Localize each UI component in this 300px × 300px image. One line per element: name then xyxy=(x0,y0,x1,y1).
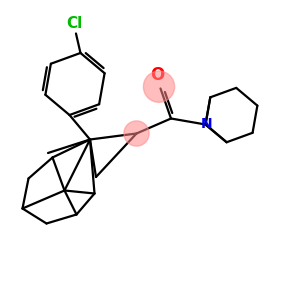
Circle shape xyxy=(124,121,149,146)
Circle shape xyxy=(143,71,175,102)
Text: N: N xyxy=(200,117,212,131)
Text: O: O xyxy=(150,66,165,84)
Text: Cl: Cl xyxy=(66,16,82,31)
